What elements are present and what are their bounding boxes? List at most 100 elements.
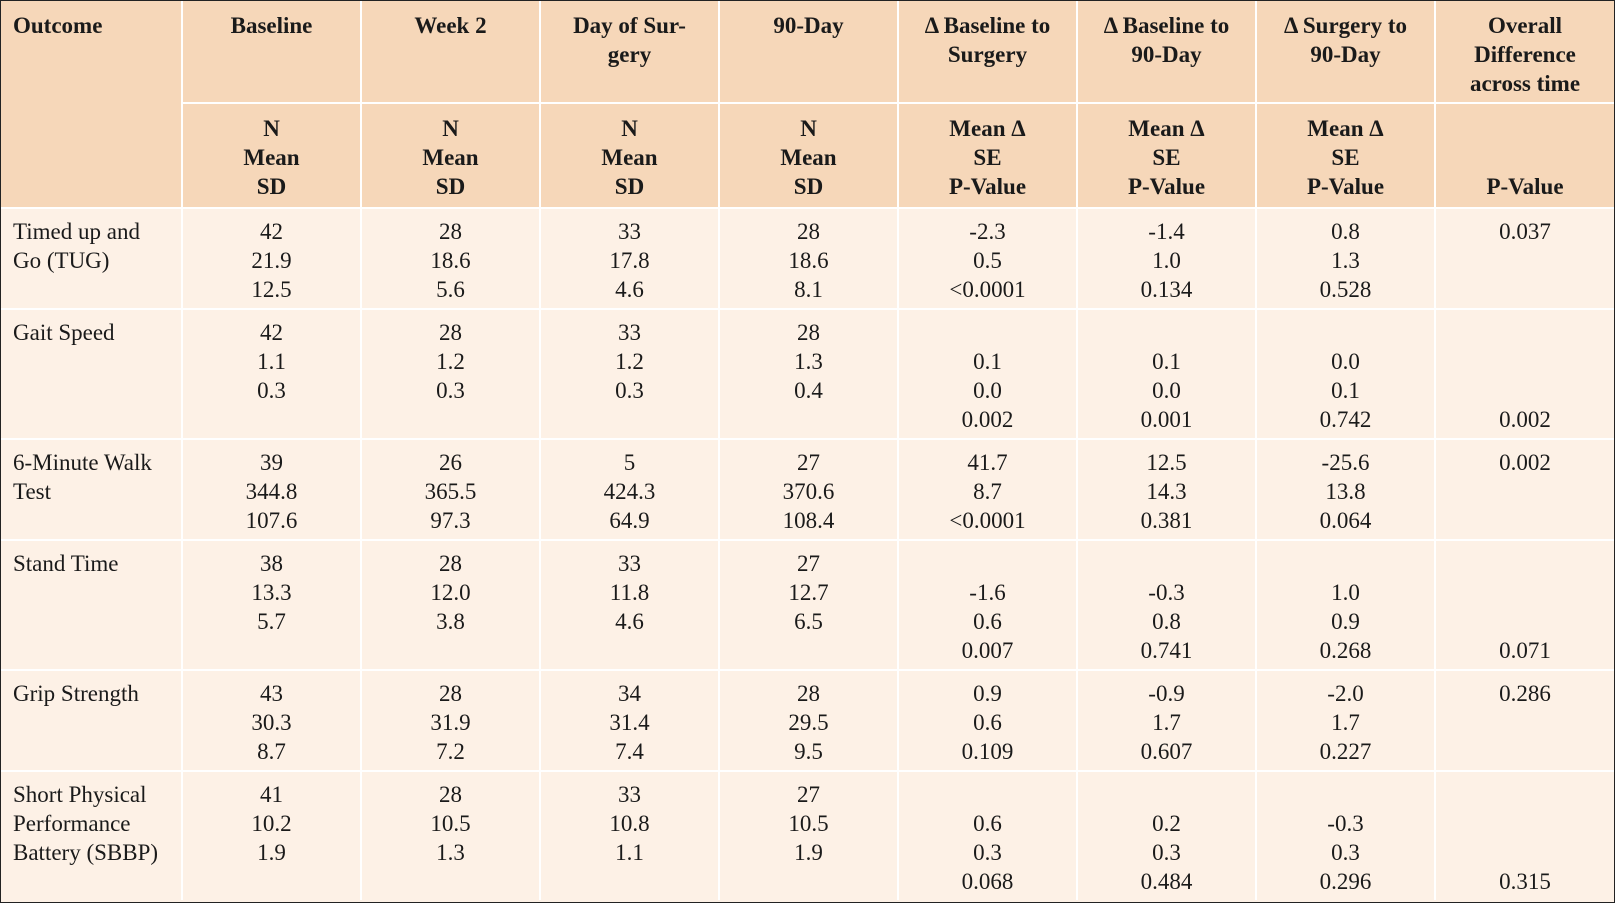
cell-value: 8.1 (794, 277, 823, 302)
value-cell-week2: 28 12.0 3.8 (361, 539, 541, 670)
cell-value: 0.3 (436, 378, 465, 403)
cell-value: 0.0 (1152, 378, 1181, 403)
cell-value: 0.3 (1152, 840, 1181, 865)
overall-p-value-cell: 0.071 (1435, 539, 1614, 670)
header-text-line: Week 2 (414, 13, 487, 38)
value-cell-baseline: 42 1.1 0.3 (182, 308, 362, 439)
cell-value: 0.068 (961, 869, 1014, 894)
table-row: Stand Time 38 13.3 5.7 28 12.0 3.8 33 11.8 4.6 27 1… (1, 539, 1614, 670)
cell-value: 370.6 (782, 479, 835, 504)
cell-value: 0.8 (1331, 219, 1360, 244)
cell-value: 0.3 (973, 840, 1002, 865)
cell-value: 0.4 (794, 378, 823, 403)
overall-p-value: 0.002 (1499, 450, 1551, 475)
value-cell-day90: 27 370.6 108.4 (719, 438, 899, 540)
header-column-7: Overall Difference across time (1435, 1, 1614, 104)
value-cell-day90: 28 29.5 9.5 (719, 669, 899, 771)
cell-value: 12.5 (1146, 450, 1187, 475)
cell-value: 33 (618, 219, 641, 244)
value-cell-surgery: 33 1.2 0.3 (540, 308, 720, 439)
cell-value: 0.064 (1319, 508, 1372, 533)
header-text-line: Surgery (947, 42, 1028, 67)
value-cell-baseline: 39 344.8 107.6 (182, 438, 362, 540)
cell-value: 1.7 (1331, 710, 1360, 735)
cell-value: 0.1 (1152, 349, 1181, 374)
cell-value: 31.9 (430, 710, 471, 735)
cell-value: 12.7 (788, 580, 829, 605)
cell-value: 0.381 (1140, 508, 1193, 533)
value-cell-day90: 28 18.6 8.1 (719, 207, 899, 309)
table-row: Gait Speed 42 1.1 0.3 28 1.2 0.3 33 1.2 0.3 28 1.3 0… (1, 308, 1614, 439)
cell-value: 9.5 (794, 739, 823, 764)
cell-value: 107.6 (245, 508, 298, 533)
table-body: Timed up and Go (TUG) 42 21.9 12.5 28 18.6 5.6 3… (1, 207, 1614, 900)
value-cell-d_base_90: -1.4 1.0 0.134 (1077, 207, 1257, 309)
value-cell-day90: 27 10.5 1.9 (719, 770, 899, 900)
cell-value: 12.0 (430, 580, 471, 605)
cell-value: -1.4 (1148, 219, 1185, 244)
header-subcolumn-0: N Mean SD (182, 103, 362, 208)
table-row: Timed up and Go (TUG) 42 21.9 12.5 28 18.6 5.6 3… (1, 207, 1614, 309)
cell-value: 1.0 (1152, 248, 1181, 273)
header-text-line: N (621, 116, 638, 141)
cell-value: 6.5 (794, 609, 823, 634)
cell-value: 27 (797, 450, 820, 475)
cell-value: 26 (439, 450, 462, 475)
header-text-line: Mean Δ (1128, 116, 1205, 141)
cell-value: -0.3 (1148, 580, 1185, 605)
value-cell-d_base_surg: -2.3 0.5 <0.0001 (898, 207, 1078, 309)
cell-value: 0.2 (1152, 811, 1181, 836)
value-cell-surgery: 5 424.3 64.9 (540, 438, 720, 540)
cell-value: 1.0 (1331, 580, 1360, 605)
cell-value: 0.268 (1319, 638, 1372, 663)
header-subcolumn-2: N Mean SD (540, 103, 720, 208)
cell-value: 1.9 (794, 840, 823, 865)
cell-value: 0.607 (1140, 739, 1193, 764)
cell-value: 0.8 (1152, 609, 1181, 634)
cell-value: 0.002 (961, 407, 1014, 432)
cell-value: 0.3 (257, 378, 286, 403)
outcome-cell: Timed up and Go (TUG) (1, 207, 183, 309)
header-subcolumn-3: N Mean SD (719, 103, 899, 208)
header-subcolumn-7: P-Value (1435, 103, 1614, 208)
outcome-label: Performance (13, 811, 131, 836)
cell-value: 0.3 (615, 378, 644, 403)
header-text-line: Mean (243, 145, 300, 170)
value-cell-d_base_90: -0.3 0.8 0.741 (1077, 539, 1257, 670)
value-cell-baseline: 38 13.3 5.7 (182, 539, 362, 670)
cell-value: 38 (260, 551, 283, 576)
value-cell-week2: 28 31.9 7.2 (361, 669, 541, 771)
cell-value: 18.6 (788, 248, 829, 273)
cell-value: 0.741 (1140, 638, 1193, 663)
cell-value: 17.8 (609, 248, 650, 273)
cell-value: 33 (618, 320, 641, 345)
cell-value: 7.2 (436, 739, 465, 764)
header-text-line: 90-Day (1310, 42, 1381, 67)
cell-value: 43 (260, 681, 283, 706)
cell-value: 13.8 (1325, 479, 1366, 504)
cell-value: 1.2 (615, 349, 644, 374)
header-text-line: Δ Baseline to (1103, 13, 1230, 38)
header-subcolumn-5: Mean Δ SE P-Value (1077, 103, 1257, 208)
header-text-line: Difference (1474, 42, 1576, 67)
cell-value: 0.6 (973, 811, 1002, 836)
cell-value: 4.6 (615, 277, 644, 302)
cell-value: 31.4 (609, 710, 650, 735)
cell-value: 365.5 (424, 479, 477, 504)
header-text-line: Mean (601, 145, 658, 170)
outcome-cell: Stand Time (1, 539, 183, 670)
value-cell-d_base_surg: 0.1 0.0 0.002 (898, 308, 1078, 439)
header-text-line: Day of Sur- (573, 13, 686, 38)
value-cell-week2: 26 365.5 97.3 (361, 438, 541, 540)
value-cell-d_base_surg: 41.7 8.7 <0.0001 (898, 438, 1078, 540)
cell-value: 0.742 (1319, 407, 1372, 432)
header-text-line: N (263, 116, 280, 141)
overall-p-value-cell: 0.315 (1435, 770, 1614, 900)
cell-value: 42 (260, 219, 283, 244)
header-text-line: SE (1152, 145, 1181, 170)
value-cell-week2: 28 10.5 1.3 (361, 770, 541, 900)
value-cell-day90: 28 1.3 0.4 (719, 308, 899, 439)
cell-value: 12.5 (251, 277, 292, 302)
